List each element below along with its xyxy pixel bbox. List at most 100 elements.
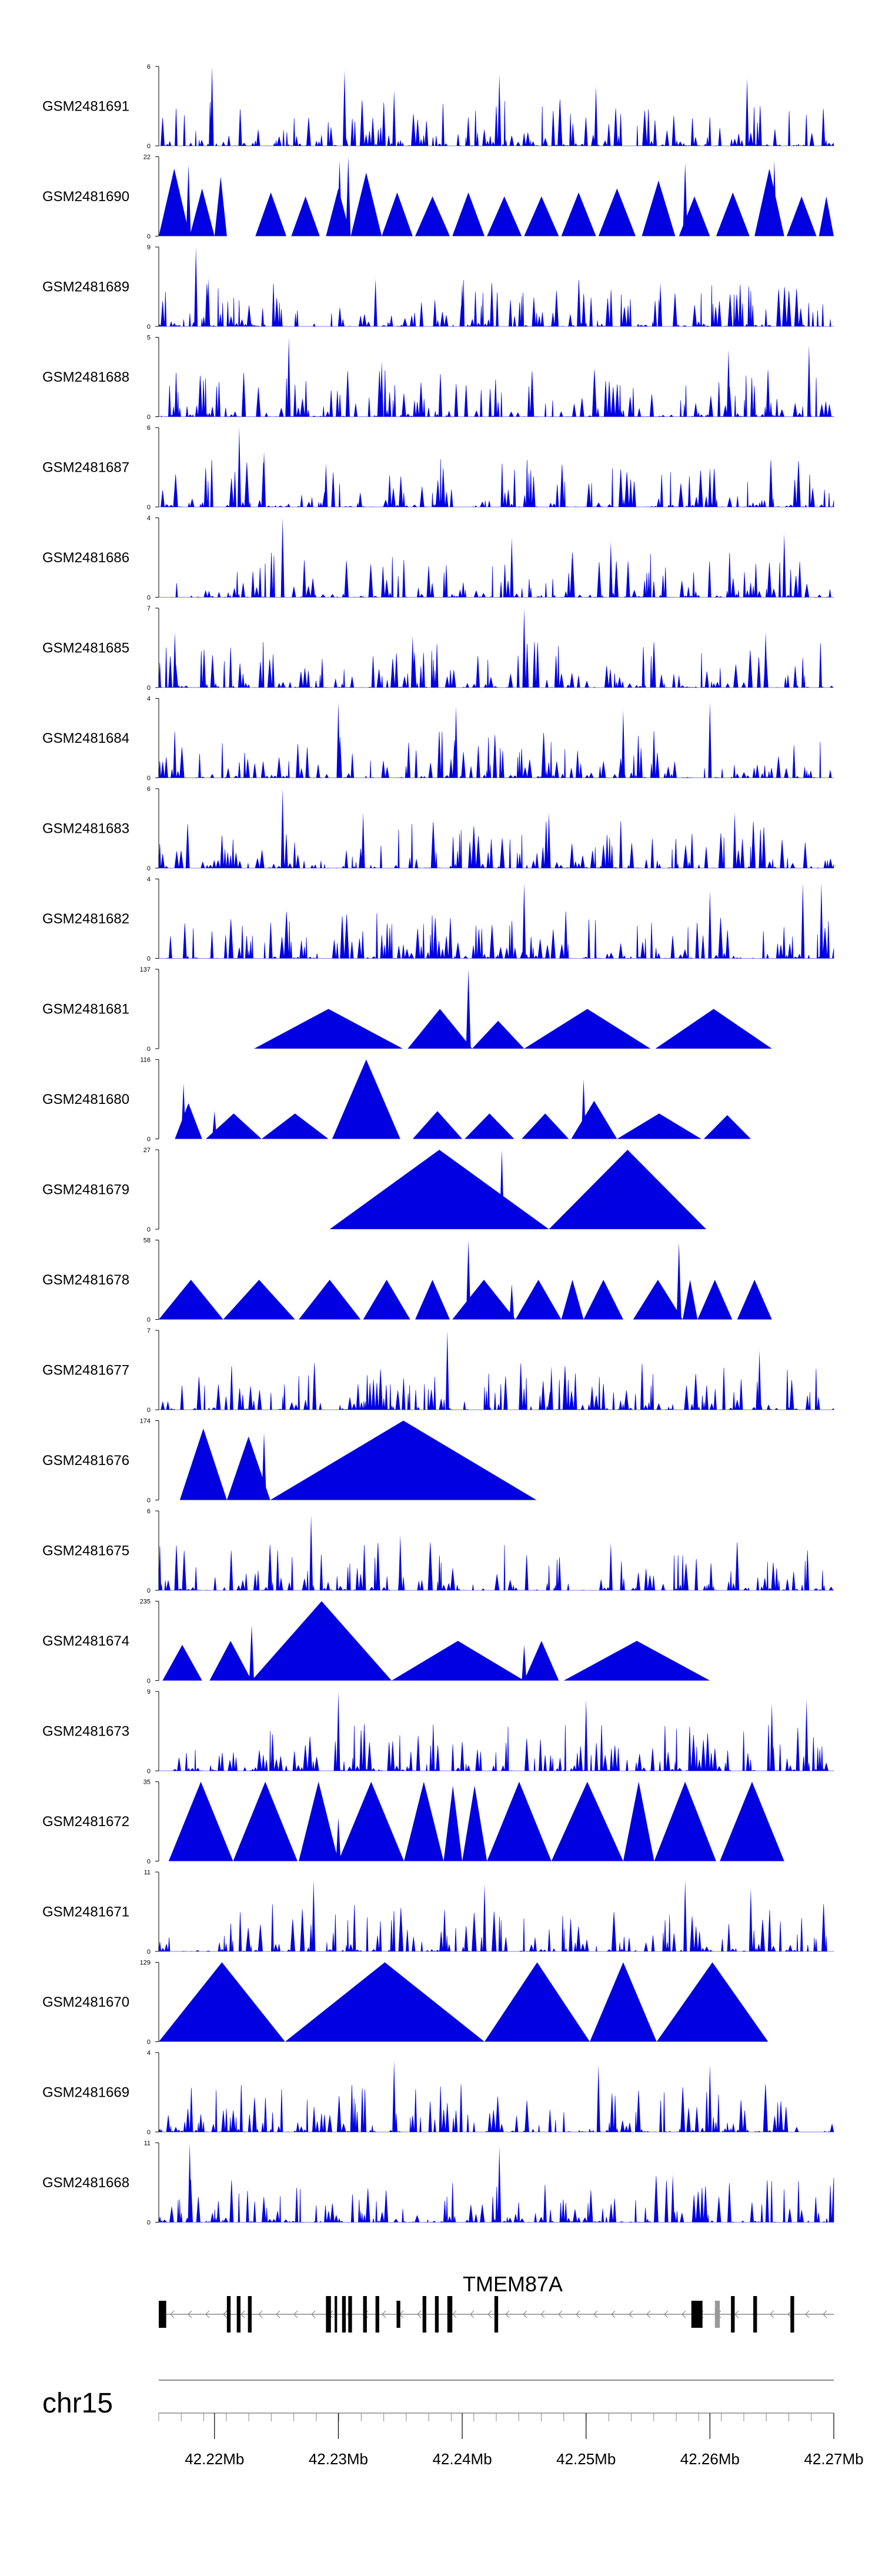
- track-GSM2481683: GSM2481683 6 0: [42, 786, 834, 872]
- signal-peak: [398, 1534, 402, 1590]
- signal-peak: [609, 1543, 613, 1590]
- track-GSM2481685: GSM2481685 7 0: [42, 605, 834, 692]
- gene-exon: [236, 2296, 241, 2333]
- signal-segment: [412, 1111, 463, 1139]
- track-label: GSM2481674: [42, 1633, 129, 1649]
- y-axis-zero-label: 0: [147, 1858, 151, 1866]
- signal-segment: [656, 1962, 769, 2042]
- signal-segment: [590, 1962, 657, 2042]
- signal-spike: [771, 161, 777, 236]
- signal-segment: [515, 1280, 562, 1320]
- y-axis-zero-label: 0: [147, 595, 151, 602]
- signal-segment: [561, 1280, 584, 1320]
- y-axis-zero-label: 0: [147, 2129, 151, 2136]
- track-GSM2481670: GSM2481670 129 0: [42, 1960, 769, 2046]
- track-GSM2481684: GSM2481684 4 0: [42, 696, 834, 782]
- gene-exon: [375, 2296, 379, 2333]
- signal-peak: [460, 282, 465, 326]
- signal-segment: [209, 1641, 252, 1681]
- track-GSM2481674: GSM2481674 235 0: [42, 1599, 710, 1685]
- signal-segment: [720, 1781, 784, 1861]
- signal-peak: [237, 428, 241, 507]
- signal-area: [158, 280, 834, 327]
- signal-segment: [697, 1280, 733, 1320]
- y-axis-max-label: 7: [147, 605, 151, 612]
- signal-peak: [547, 812, 551, 868]
- axis-tick-label: 42.25Mb: [556, 2450, 616, 2468]
- signal-segment: [561, 192, 596, 236]
- signal-peak: [594, 86, 598, 146]
- strand-arrow-icon: [470, 2310, 475, 2318]
- y-axis-max-label: 6: [147, 1508, 151, 1515]
- signal-peak: [745, 78, 749, 146]
- track-GSM2481673: GSM2481673 9 0: [42, 1689, 834, 1775]
- y-axis-zero-label: 0: [147, 1317, 151, 1324]
- signal-area: [158, 99, 834, 146]
- signal-segment: [737, 1280, 772, 1320]
- signal-peak: [324, 463, 328, 507]
- strand-arrow-icon: [823, 2310, 827, 2318]
- axis-tick-label: 42.22Mb: [185, 2450, 244, 2468]
- y-axis-zero-label: 0: [147, 2220, 151, 2227]
- y-axis-max-label: 27: [143, 1147, 151, 1154]
- track-label: GSM2481673: [42, 1724, 129, 1740]
- track-GSM2481681: GSM2481681 137 0: [42, 966, 772, 1053]
- signal-spike: [181, 1083, 186, 1139]
- track-label: GSM2481672: [42, 1814, 129, 1830]
- strand-arrow-icon: [558, 2310, 563, 2318]
- y-axis-zero-label: 0: [147, 685, 151, 692]
- gene-exon: [494, 2296, 499, 2333]
- signal-peak: [764, 632, 768, 688]
- signal-peak: [194, 247, 198, 326]
- track-label: GSM2481684: [42, 730, 129, 746]
- signal-peak: [522, 883, 526, 959]
- signal-peak: [454, 706, 458, 778]
- signal-segment: [285, 1962, 485, 2042]
- signal-segment: [255, 192, 286, 236]
- strand-arrow-icon: [787, 2310, 792, 2318]
- gene-exon: [396, 2301, 400, 2328]
- signal-spike: [249, 1625, 254, 1681]
- track-GSM2481686: GSM2481686 4 0: [42, 515, 834, 602]
- signal-segment: [254, 1009, 403, 1049]
- signal-spike: [705, 1994, 710, 2042]
- gene-exon: [435, 2296, 439, 2333]
- track-GSM2481677: GSM2481677 7 0: [42, 1327, 834, 1414]
- strand-arrow-icon: [523, 2310, 527, 2318]
- track-label: GSM2481670: [42, 1994, 129, 2010]
- signal-peak: [609, 542, 613, 598]
- strand-arrow-icon: [576, 2310, 580, 2318]
- signal-spike: [212, 1111, 217, 1139]
- track-GSM2481682: GSM2481682 4 0: [42, 876, 834, 963]
- signal-segment: [179, 1429, 227, 1500]
- y-axis-max-label: 4: [147, 696, 151, 703]
- signal-spike: [522, 1644, 527, 1681]
- signal-peak: [342, 70, 346, 146]
- strand-arrow-icon: [805, 2310, 810, 2318]
- strand-arrow-icon: [611, 2310, 616, 2318]
- signal-peak: [380, 361, 384, 417]
- signal-segment: [226, 1436, 270, 1500]
- signal-peak: [671, 2174, 675, 2223]
- track-label: GSM2481679: [42, 1182, 129, 1198]
- gene-exon: [731, 2296, 735, 2333]
- y-axis-zero-label: 0: [147, 1136, 151, 1143]
- signal-segment: [487, 1781, 552, 1861]
- signal-peak: [497, 74, 502, 146]
- gene-exon: [790, 2296, 794, 2333]
- track-label: GSM2481681: [42, 1002, 129, 1017]
- strand-arrow-icon: [593, 2310, 598, 2318]
- gene-exon: [422, 2296, 426, 2333]
- signal-peak: [770, 1703, 774, 1771]
- signal-area: [158, 911, 834, 959]
- signal-segment: [291, 196, 320, 236]
- signal-segment: [472, 1020, 524, 1049]
- signal-segment: [382, 192, 413, 236]
- track-GSM2481680: GSM2481680 116 0: [42, 1057, 751, 1143]
- signal-peak: [708, 702, 712, 778]
- y-axis-max-label: 174: [140, 1418, 151, 1425]
- signal-peak: [410, 636, 415, 688]
- signal-peak: [392, 2060, 396, 2132]
- track-GSM2481672: GSM2481672 35 0: [42, 1779, 784, 1866]
- gene-exon: [226, 2296, 231, 2333]
